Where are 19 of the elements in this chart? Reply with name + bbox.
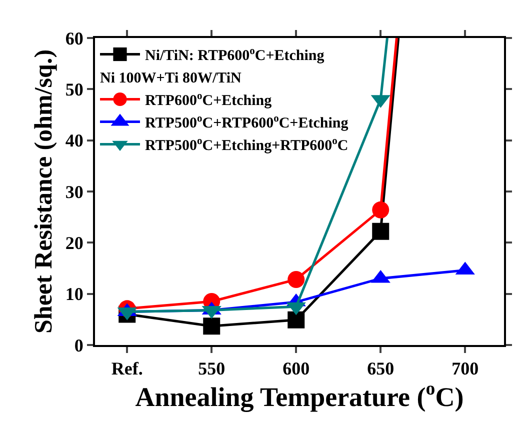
y-tick-label: 0 — [74, 335, 84, 356]
y-tick-label: 40 — [65, 130, 84, 151]
y-tick-label: 60 — [65, 28, 84, 48]
y-axis-title: Sheet Resistance (ohm/sq.) — [30, 49, 58, 334]
x-tick-label: 600 — [282, 358, 310, 379]
y-tick-label: 20 — [65, 232, 84, 253]
x-axis-title: Annealing Temperature ($^{o}$C) — [135, 378, 464, 412]
x-tick-label: 550 — [198, 358, 226, 379]
legend-label: RTP500$^{o}$C+RTP600$^{o}$C+Etching — [145, 113, 349, 132]
legend-label: Ni/TiN: RTP600$^{o}$C+Etching — [145, 46, 325, 64]
x-tick-label: 650 — [367, 358, 394, 379]
annotation: Ni 100W+Ti 80W/TiN — [100, 70, 242, 87]
x-tick-label: Ref. — [111, 358, 143, 379]
legend-label: RTP600$^{o}$C+Etching — [145, 90, 272, 110]
legend-label: RTP500$^{o}$C+Etching+RTP600$^{o}$C — [145, 136, 348, 154]
y-tick-label: 30 — [65, 182, 84, 202]
x-tick-label: 700 — [452, 358, 479, 379]
y-tick-label: 10 — [65, 284, 84, 304]
y-tick-label: 50 — [65, 79, 84, 100]
